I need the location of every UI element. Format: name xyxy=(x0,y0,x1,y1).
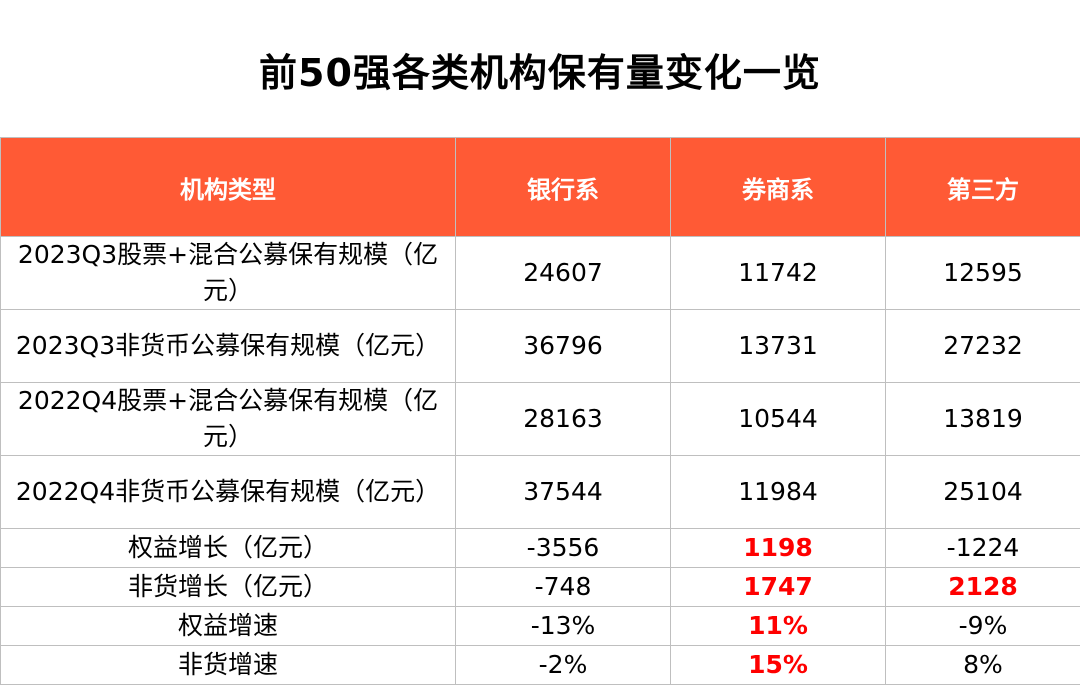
cell-third-party: -1224 xyxy=(885,528,1080,568)
cell-broker: 1198 xyxy=(670,528,886,568)
page-title: 前50强各类机构保有量变化一览 xyxy=(259,50,821,95)
table-row: 2022Q4股票+混合公募保有规模（亿元） 28163 10544 13819 xyxy=(0,382,1080,456)
table-row: 权益增长（亿元） -3556 1198 -1224 xyxy=(0,528,1080,568)
cell-broker: 11% xyxy=(670,606,886,646)
row-label: 非货增速 xyxy=(0,645,456,685)
row-label: 非货增长（亿元） xyxy=(0,567,456,607)
cell-third-party: 12595 xyxy=(885,236,1080,310)
table-row: 非货增长（亿元） -748 1747 2128 xyxy=(0,567,1080,607)
table-row: 2022Q4非货币公募保有规模（亿元） 37544 11984 25104 xyxy=(0,455,1080,529)
cell-bank: -13% xyxy=(455,606,671,646)
table-row: 权益增速 -13% 11% -9% xyxy=(0,606,1080,646)
cell-broker: 13731 xyxy=(670,309,886,383)
cell-bank: -3556 xyxy=(455,528,671,568)
row-label: 2022Q4非货币公募保有规模（亿元） xyxy=(0,455,456,529)
holdings-table: 机构类型 银行系 券商系 第三方 2023Q3股票+混合公募保有规模（亿元） 2… xyxy=(0,137,1080,685)
cell-bank: -748 xyxy=(455,567,671,607)
row-label: 2023Q3非货币公募保有规模（亿元） xyxy=(0,309,456,383)
table-row: 非货增速 -2% 15% 8% xyxy=(0,645,1080,685)
header-broker: 券商系 xyxy=(670,137,886,237)
cell-bank: 36796 xyxy=(455,309,671,383)
row-label: 2023Q3股票+混合公募保有规模（亿元） xyxy=(0,236,456,310)
cell-bank: 28163 xyxy=(455,382,671,456)
cell-third-party: 13819 xyxy=(885,382,1080,456)
row-label: 权益增速 xyxy=(0,606,456,646)
cell-broker: 10544 xyxy=(670,382,886,456)
cell-broker: 1747 xyxy=(670,567,886,607)
cell-broker: 11984 xyxy=(670,455,886,529)
table-row: 2023Q3股票+混合公募保有规模（亿元） 24607 11742 12595 xyxy=(0,236,1080,310)
cell-third-party: -9% xyxy=(885,606,1080,646)
cell-third-party: 2128 xyxy=(885,567,1080,607)
cell-broker: 11742 xyxy=(670,236,886,310)
cell-bank: 24607 xyxy=(455,236,671,310)
cell-third-party: 27232 xyxy=(885,309,1080,383)
cell-bank: -2% xyxy=(455,645,671,685)
header-institution-type: 机构类型 xyxy=(0,137,456,237)
cell-third-party: 25104 xyxy=(885,455,1080,529)
header-bank: 银行系 xyxy=(455,137,671,237)
table-row: 2023Q3非货币公募保有规模（亿元） 36796 13731 27232 xyxy=(0,309,1080,383)
header-third-party: 第三方 xyxy=(885,137,1080,237)
cell-broker: 15% xyxy=(670,645,886,685)
header-row: 机构类型 银行系 券商系 第三方 xyxy=(0,137,1080,237)
cell-bank: 37544 xyxy=(455,455,671,529)
row-label: 2022Q4股票+混合公募保有规模（亿元） xyxy=(0,382,456,456)
row-label: 权益增长（亿元） xyxy=(0,528,456,568)
cell-third-party: 8% xyxy=(885,645,1080,685)
